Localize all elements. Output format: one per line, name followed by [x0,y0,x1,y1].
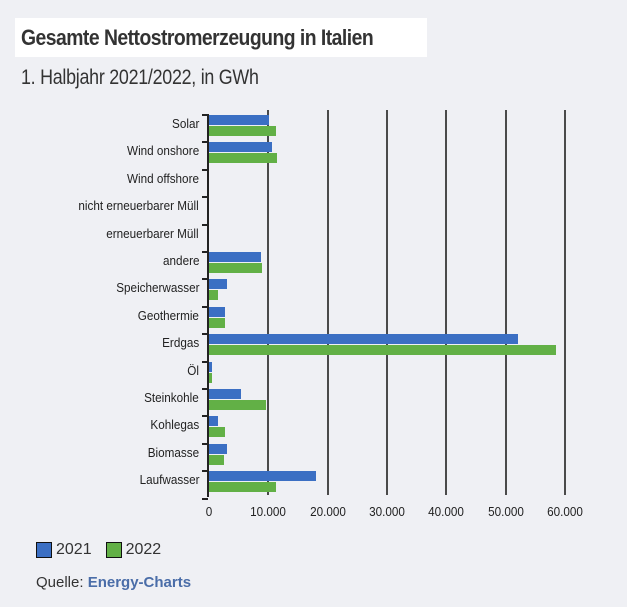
category-label: Wind offshore [127,170,199,186]
legend-item-2021: 2021 [36,541,92,559]
category-label: Laufwasser [139,472,199,488]
gridline [504,110,507,495]
gridline [326,110,329,495]
bar-2022 [209,126,276,136]
category-label: Biomasse [147,444,199,460]
y-tick [202,114,208,116]
category-label: Solar [171,116,199,131]
x-tick-label: 40.000 [428,504,465,519]
bar-2021 [209,115,269,125]
category-label: Speicherwasser [115,280,199,296]
bar-2021 [209,252,262,262]
bar-2021 [209,279,227,290]
x-tick-label: 10.000 [250,504,287,519]
y-tick [202,223,208,226]
category-label: andere [162,253,199,268]
legend-swatch-2021 [36,542,52,558]
y-tick [202,497,208,500]
gridline [445,110,448,495]
category-label: erneuerbarer Müll [106,225,199,241]
y-tick [202,470,208,473]
bar-2022 [209,290,218,301]
y-tick [202,168,208,171]
x-tick-label: 60.000 [546,504,583,519]
category-label: Öl [187,362,199,378]
chart-subtitle: 1. Halbjahr 2021/2022, in GWh [21,66,259,89]
y-tick [202,278,208,281]
bar-2022 [209,317,225,328]
legend-swatch-2022 [105,542,122,558]
bar-2022 [209,263,262,273]
y-tick [202,196,208,199]
bar-2021 [209,389,242,399]
y-tick [202,305,208,308]
chart-title: Gesamte Nettostromerzeugung in Italien [21,24,374,50]
category-label: Kohlegas [150,417,199,433]
category-label: Wind onshore [126,143,199,159]
category-label: nicht erneuerbarer Müll [78,198,199,214]
y-tick [202,333,208,336]
bar-2021 [209,416,219,427]
y-tick [202,415,208,418]
x-tick-label: 50.000 [487,504,524,519]
gridline [267,110,270,495]
bar-2022 [209,153,277,164]
category-label: Geothermie [137,307,199,323]
source-line: Quelle: Energy-Charts [36,574,191,591]
bar-2021 [209,361,212,372]
y-tick [202,251,208,253]
bar-2022 [209,482,276,493]
bar-2022 [209,400,266,410]
x-tick-label: 20.000 [309,504,346,519]
x-tick-label: 30.000 [368,504,405,519]
y-tick [202,442,208,445]
y-tick [202,388,208,390]
bar-2021 [209,306,225,317]
bar-2021 [209,334,518,345]
bar-2021 [209,443,227,454]
y-tick [202,360,208,363]
y-tick [202,141,208,144]
x-tick-label: 0 [205,504,213,519]
bar-2022 [209,427,225,438]
source-prefix: Quelle: [36,574,84,591]
legend: 2021 2022 [36,541,175,559]
bar-2022 [209,454,224,465]
bar-2021 [209,142,273,153]
legend-label-2021: 2021 [56,541,92,558]
chart-title-box: Gesamte Nettostromerzeugung in Italien [15,18,428,57]
legend-item-2022: 2022 [105,541,162,559]
bar-2022 [209,372,212,383]
y-axis-line [207,114,209,497]
gridline [385,110,388,495]
category-label: Erdgas [161,335,199,351]
plot-area [209,110,589,495]
gridline [563,110,566,495]
bar-2022 [209,345,556,356]
category-label: Steinkohle [144,390,199,405]
legend-label-2022: 2022 [125,541,162,558]
bar-2021 [209,471,316,482]
source-link[interactable]: Energy-Charts [87,574,192,591]
